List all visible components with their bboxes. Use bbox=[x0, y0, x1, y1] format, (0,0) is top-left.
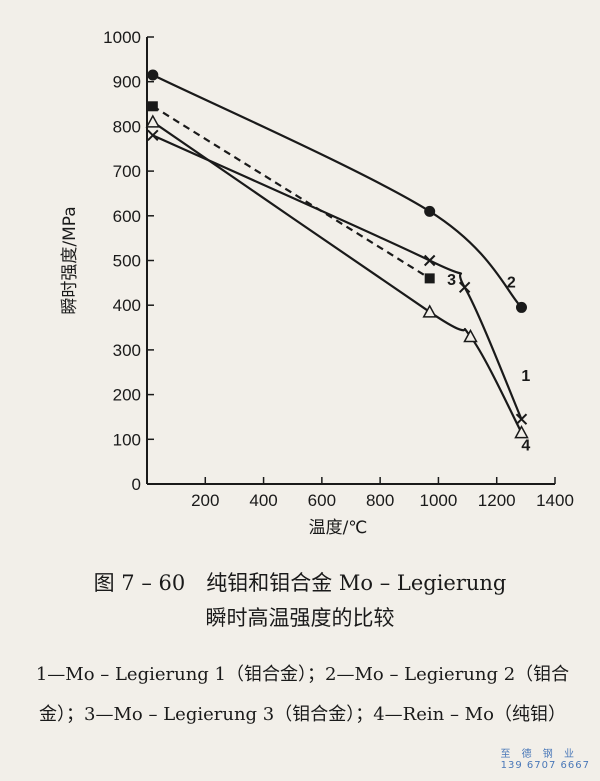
x-tick-label: 1000 bbox=[420, 491, 458, 510]
data-point-triangle bbox=[514, 425, 529, 439]
watermark-phone: 139 6707 6667 bbox=[500, 760, 590, 771]
x-tick-label: 1200 bbox=[478, 491, 516, 510]
markers-layer bbox=[145, 69, 529, 439]
y-tick-label: 800 bbox=[113, 117, 141, 136]
y-tick-label: 0 bbox=[132, 475, 141, 494]
x-tick-label: 600 bbox=[308, 491, 336, 510]
series-label-3: 3 bbox=[447, 272, 456, 289]
data-point-circle bbox=[147, 69, 159, 81]
data-point-circle bbox=[424, 205, 436, 217]
y-tick-label: 500 bbox=[113, 252, 141, 271]
series-label-2: 2 bbox=[507, 274, 516, 291]
x-tick-label: 1400 bbox=[536, 491, 574, 510]
data-point-triangle bbox=[145, 114, 161, 128]
data-point-square bbox=[147, 101, 158, 112]
figure-caption-notes: 1—Mo – Legierung 1（钼合金）；2—Mo – Legierung… bbox=[35, 664, 570, 725]
x-axis-label: 温度/℃ bbox=[309, 518, 368, 538]
y-tick-label: 100 bbox=[113, 430, 141, 449]
y-axis-label: 瞬时强度/MPa bbox=[60, 206, 80, 314]
series-layer bbox=[152, 74, 523, 434]
chart: 0 100 200 300 400 500 600 700 800 900 1000 200 400 60… bbox=[60, 28, 574, 538]
data-point-triangle bbox=[463, 328, 478, 343]
series-line-4 bbox=[152, 121, 523, 434]
y-tick-label: 1000 bbox=[103, 28, 141, 47]
data-point-triangle bbox=[422, 304, 437, 318]
x-tick-label: 800 bbox=[366, 491, 394, 510]
series-label-1: 1 bbox=[521, 368, 530, 385]
watermark-company: 至 德 钢 业 bbox=[500, 749, 578, 760]
y-tick-label: 200 bbox=[113, 386, 141, 405]
x-tick-label: 200 bbox=[191, 491, 219, 510]
x-tick-label: 400 bbox=[249, 491, 277, 510]
data-point-x-marker bbox=[515, 413, 528, 425]
series-line-1 bbox=[152, 134, 523, 420]
y-tick-label: 300 bbox=[113, 341, 141, 360]
y-tick-label: 900 bbox=[113, 73, 141, 92]
data-point-x-marker bbox=[423, 254, 436, 267]
y-tick-label: 400 bbox=[113, 296, 141, 315]
labels-layer: 1 2 3 4 bbox=[447, 272, 530, 454]
series-line-3 bbox=[152, 105, 431, 280]
data-point-x-marker bbox=[458, 281, 471, 294]
data-point-x-marker bbox=[147, 129, 159, 142]
axes: 0 100 200 300 400 500 600 700 800 900 1000 200 400 60… bbox=[60, 28, 574, 538]
data-point-square bbox=[424, 273, 435, 284]
series-label-4: 4 bbox=[521, 437, 530, 454]
y-tick-label: 600 bbox=[113, 207, 141, 226]
y-tick-label: 700 bbox=[113, 162, 141, 181]
figure-caption-title: 图 7 – 60 纯钼和钼合金 Mo – Legierung bbox=[93, 571, 507, 595]
figure-caption-subtitle: 瞬时高温强度的比较 bbox=[205, 606, 395, 630]
data-point-circle bbox=[515, 301, 527, 313]
series-line-2 bbox=[152, 74, 523, 309]
